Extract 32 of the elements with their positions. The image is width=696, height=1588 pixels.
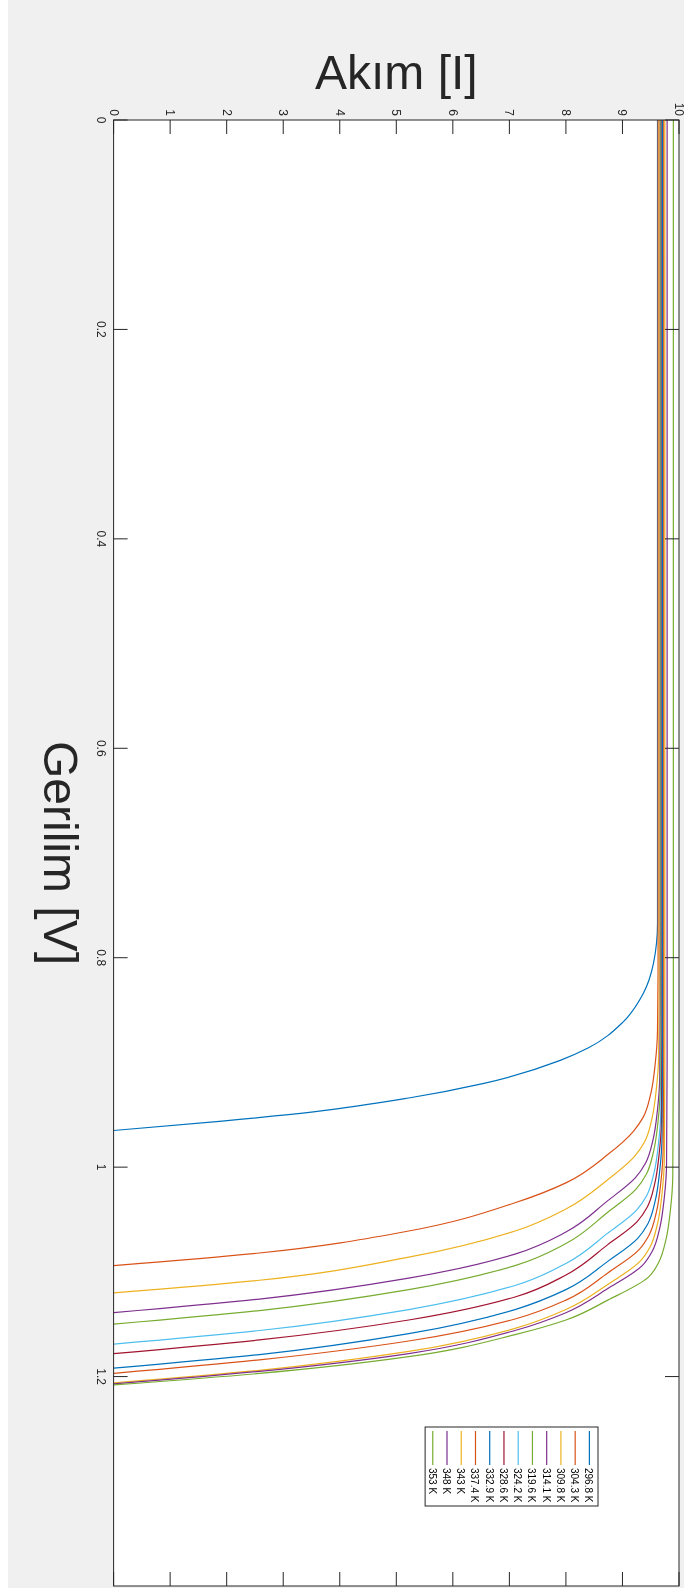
x-tick-label: 1 xyxy=(163,109,178,117)
text: 309.8 K xyxy=(555,1468,567,1503)
y-tick-label: 0 xyxy=(94,116,108,124)
x-tick-label: 0 xyxy=(106,109,121,117)
y-tick-label: 1.2 xyxy=(94,1368,108,1386)
text: 337.4 K xyxy=(469,1468,481,1503)
x-tick-label: 4 xyxy=(332,109,347,117)
text: 353 K xyxy=(427,1468,439,1495)
x-tick-label: 10 xyxy=(672,102,686,117)
x-tick-label: 5 xyxy=(389,109,404,117)
y-axis-title: Gerilim [V] xyxy=(34,740,88,966)
text: 314.1 K xyxy=(541,1468,553,1503)
text: 328.6 K xyxy=(498,1468,510,1503)
y-tick-label: 0.6 xyxy=(94,739,108,757)
text: 324.2 K xyxy=(512,1468,524,1503)
text: 332.9 K xyxy=(484,1468,496,1503)
x-tick-label: 3 xyxy=(276,109,291,117)
text: 296.8 K xyxy=(583,1468,595,1503)
y-tick-label: 0.2 xyxy=(94,321,108,339)
x-tick-label: 2 xyxy=(219,109,234,117)
text: 348 K xyxy=(441,1468,453,1495)
y-tick-label: 1 xyxy=(94,1163,108,1171)
x-tick-label: 9 xyxy=(615,109,630,117)
y-tick-label: 0.4 xyxy=(94,530,108,548)
text: 304.3 K xyxy=(569,1468,581,1503)
y-tick-label: 0.8 xyxy=(94,949,108,967)
text: 319.6 K xyxy=(526,1468,538,1503)
x-tick-label: 8 xyxy=(558,109,573,117)
x-tick-label: 7 xyxy=(502,109,517,117)
x-axis-title: Akım [I] xyxy=(314,46,478,99)
text: 343 K xyxy=(455,1468,467,1495)
x-tick-label: 6 xyxy=(445,109,460,117)
